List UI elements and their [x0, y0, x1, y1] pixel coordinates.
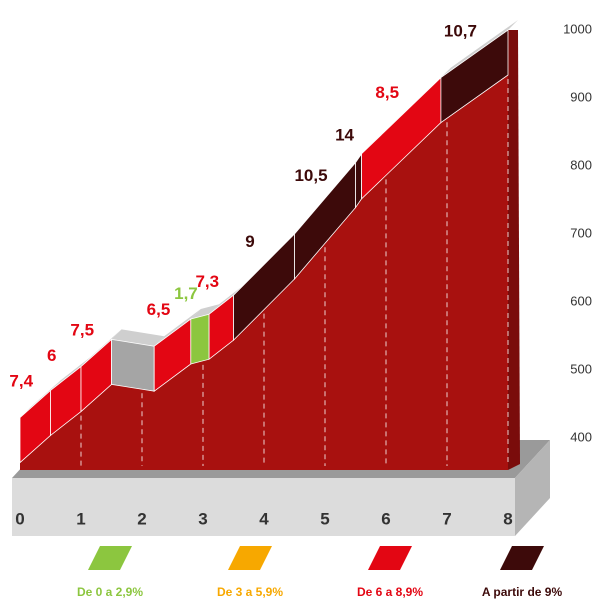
- y-tick-label: 700: [570, 225, 592, 240]
- gradient-label: 14: [335, 126, 354, 145]
- y-tick-label: 1000: [563, 21, 592, 36]
- gradient-label: 9: [245, 232, 254, 251]
- gradient-label: 7,4: [9, 371, 33, 390]
- x-tick-label: 6: [381, 509, 390, 528]
- segment: [355, 152, 363, 209]
- gradient-label: 10,7: [444, 21, 477, 40]
- legend-label: De 0 a 2,9%: [77, 585, 143, 599]
- x-tick-label: 5: [320, 509, 329, 528]
- legend-swatch: [500, 546, 544, 570]
- legend-label: De 3 a 5,9%: [217, 585, 283, 599]
- legend-label: A partir de 9%: [482, 585, 563, 599]
- x-tick-label: 4: [259, 509, 269, 528]
- x-tick-label: 0: [15, 509, 24, 528]
- gradient-label: 7,5: [70, 320, 94, 339]
- segment: [111, 338, 155, 392]
- legend-swatch: [228, 546, 272, 570]
- segment: [190, 313, 210, 365]
- y-tick-label: 400: [570, 429, 592, 444]
- base-front: [12, 478, 515, 536]
- y-tick-label: 900: [570, 89, 592, 104]
- base-side: [515, 440, 550, 536]
- x-tick-label: 3: [198, 509, 207, 528]
- gradient-label: 10,5: [294, 166, 327, 185]
- segment-top: [50, 356, 91, 391]
- y-tick-label: 800: [570, 157, 592, 172]
- gradient-label: 8,5: [375, 83, 399, 102]
- legend-swatch: [88, 546, 132, 570]
- gradient-label: 1,7: [174, 284, 198, 303]
- gradient-label: 7,3: [195, 272, 219, 291]
- segment: [440, 29, 509, 124]
- y-tick-label: 600: [570, 293, 592, 308]
- segment-top: [209, 285, 244, 315]
- segment-top: [111, 329, 165, 347]
- x-tick-label: 8: [503, 509, 512, 528]
- x-tick-label: 2: [137, 509, 146, 528]
- segment-top: [190, 304, 220, 319]
- y-tick-label: 500: [570, 361, 592, 376]
- legend-swatch: [368, 546, 412, 570]
- legend-label: De 6 a 8,9%: [357, 585, 423, 599]
- segment-top: [154, 309, 201, 347]
- gradient-label: 6: [47, 346, 56, 365]
- segment-top: [440, 20, 518, 78]
- x-tick-label: 7: [442, 509, 451, 528]
- x-tick-label: 1: [76, 509, 85, 528]
- profile-side: [508, 30, 520, 470]
- gradient-label: 6,5: [147, 300, 171, 319]
